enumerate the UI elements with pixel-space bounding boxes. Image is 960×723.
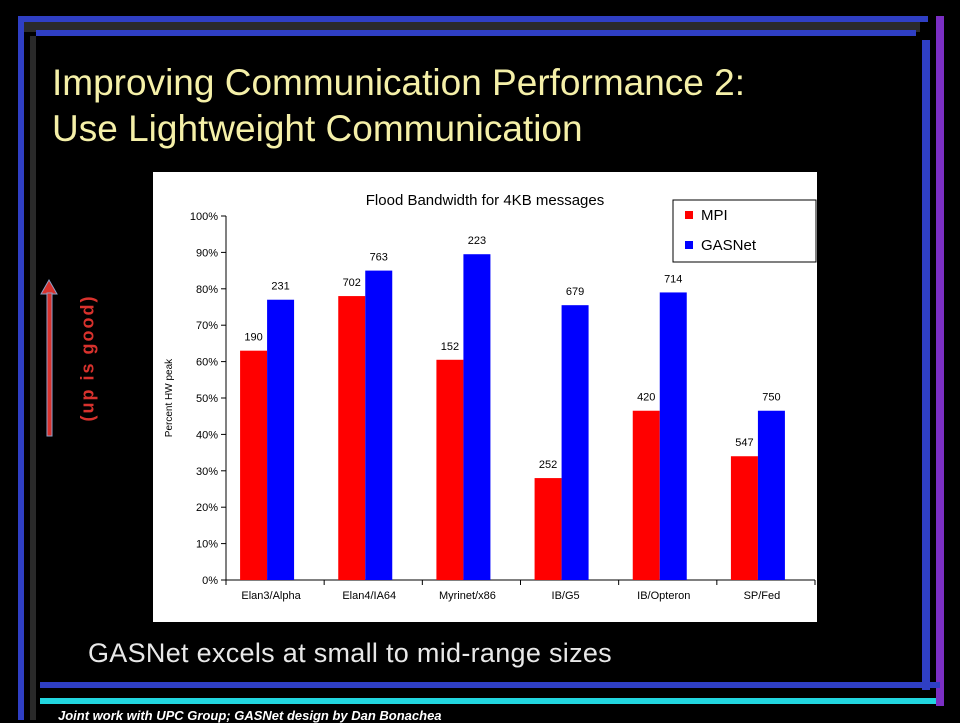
y-tick-label: 40% [196,429,218,441]
y-tick-label: 10% [196,539,218,551]
x-tick-label: Elan3/Alpha [241,590,301,602]
x-tick-label: Elan4/IA64 [342,590,396,602]
frame-left-bar [18,16,24,720]
frame-top-bar-dark [24,22,920,32]
y-axis-label: Percent HW peak [164,358,175,437]
frame-left-bar-dark [30,36,36,720]
bar-mpi [632,410,660,580]
y-tick-label: 20% [196,502,218,514]
x-tick-label: SP/Fed [744,590,781,602]
legend-label-mpi: MPI [701,207,728,224]
data-label-mpi: 152 [441,341,459,353]
x-tick-label: IB/Opteron [637,590,690,602]
y-tick-label: 30% [196,466,218,478]
data-label-gasnet: 223 [468,235,486,247]
x-tick-label: IB/G5 [552,590,580,602]
legend-swatch-gasnet [685,241,693,249]
frame-right-bar-purple [936,16,944,706]
slide-title-line1: Improving Communication Performance 2: [52,62,746,103]
bar-mpi [338,296,366,580]
data-label-gasnet: 763 [370,252,388,264]
legend-box [672,199,817,263]
data-label-gasnet: 714 [664,273,682,285]
y-tick-label: 90% [196,247,218,259]
up-is-good-label: (up is good) [77,294,98,422]
frame-top-bar-inner [36,30,916,36]
slide-caption: GASNet excels at small to mid-range size… [88,638,612,668]
x-tick-label: Myrinet/x86 [439,590,496,602]
y-tick-label: 0% [202,575,218,587]
bar-gasnet [757,410,785,580]
data-label-mpi: 190 [244,332,262,344]
data-label-mpi: 702 [343,277,361,289]
bar-mpi [730,456,758,580]
bar-mpi [436,359,464,580]
data-label-mpi: 547 [735,437,753,449]
bar-chart: Flood Bandwidth for 4KB messages 0% 10% 20%… [164,192,817,602]
frame-bottom-bar-cyan [40,698,936,704]
legend-swatch-mpi [685,211,693,219]
bar-gasnet [365,270,393,580]
frame-top-bar [18,16,928,22]
footer-note: Joint work with UPC Group; GASNet design… [58,708,442,723]
y-tick-label: 50% [196,393,218,405]
up-arrow-icon [40,278,58,437]
slide-title-line2: Use Lightweight Communication [52,108,583,149]
bar-gasnet [267,299,295,580]
data-label-gasnet: 679 [566,286,584,298]
y-tick-label: 60% [196,357,218,369]
data-label-gasnet: 231 [271,281,289,293]
legend-label-gasnet: GASNet [701,237,757,254]
bar-gasnet [561,305,589,580]
bar-mpi [534,478,562,580]
data-label-gasnet: 750 [762,392,780,404]
bar-gasnet [659,292,687,580]
y-tick-label: 80% [196,284,218,296]
y-tick-label: 100% [190,211,218,223]
frame-bottom-bar [40,682,940,688]
chart-title: Flood Bandwidth for 4KB messages [366,192,604,209]
frame-right-bar-blue [922,40,930,690]
bar-gasnet [463,254,491,580]
up-arrow [36,278,116,438]
chart-panel: Flood Bandwidth for 4KB messages 0% 10% 20%… [153,172,817,622]
bar-mpi [240,350,268,580]
data-label-mpi: 252 [539,459,557,471]
data-label-mpi: 420 [637,392,655,404]
y-tick-label: 70% [196,320,218,332]
slide-title: Improving Communication Performance 2: U… [52,60,912,152]
